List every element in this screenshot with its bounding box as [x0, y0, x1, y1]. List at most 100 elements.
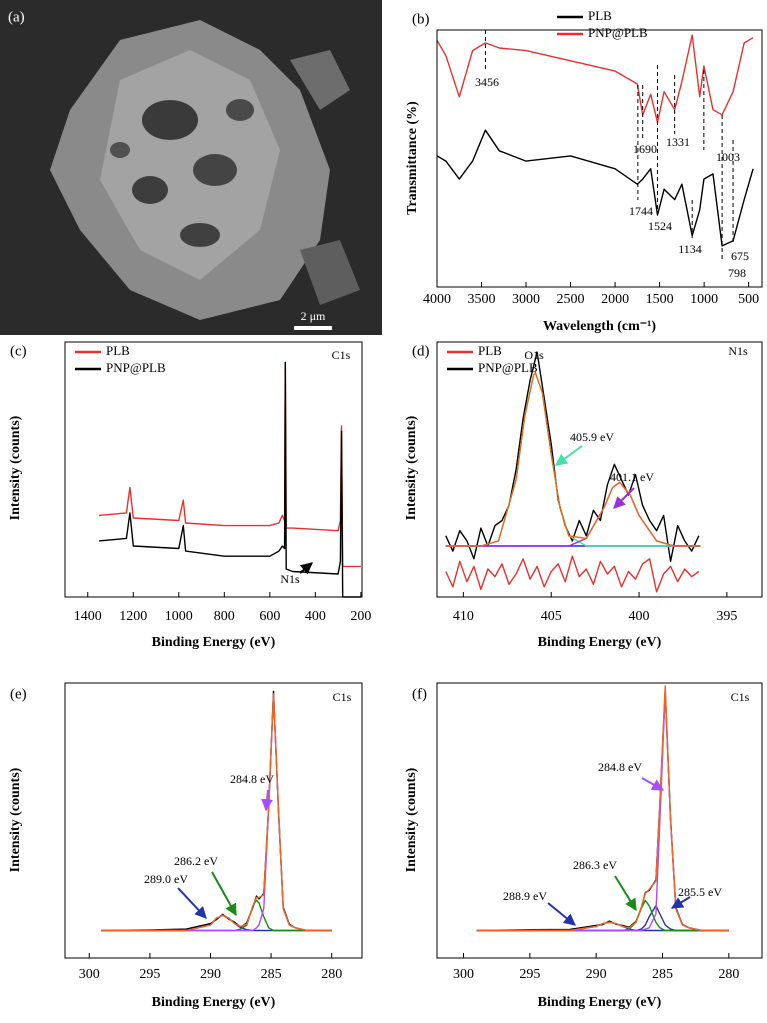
- x-tick-label: 1500: [646, 292, 674, 307]
- x-tick-label: 2500: [557, 292, 585, 307]
- x-tick-label: 1000: [690, 292, 718, 307]
- x-tick-label: 1200: [119, 609, 147, 624]
- chart-panel: (c) Binding Energy (eV) Intensity (counts)…: [8, 341, 544, 650]
- series-line: [476, 899, 729, 932]
- chart-panel: (e) Binding Energy (eV) Intensity (counts)…: [8, 682, 363, 1010]
- scale-bar-label: 2 μm: [301, 309, 326, 323]
- x-tick-label: 1400: [74, 609, 102, 624]
- annotation-arrow: [299, 562, 313, 575]
- peak-label: 1524: [648, 219, 672, 233]
- panel-label: (f): [412, 686, 427, 702]
- x-tick-label: 400: [629, 609, 650, 624]
- peak-label: 1331: [666, 135, 690, 149]
- panel-label: (e): [10, 686, 27, 702]
- series-line: [99, 361, 361, 568]
- legend-label: PLB: [588, 8, 612, 23]
- x-tick-label: 300: [79, 967, 100, 982]
- plot-frame: [436, 682, 763, 959]
- x-tick-label: 285: [652, 967, 673, 982]
- x-axis-label: Binding Energy (eV): [152, 635, 276, 650]
- annotation: C1s: [333, 690, 352, 704]
- annotation: 284.8 eV: [598, 760, 642, 774]
- x-tick-label: 395: [716, 609, 737, 624]
- annotation-arrow: [613, 487, 635, 509]
- peak-label: 1003: [716, 150, 740, 164]
- annotation: N1s: [728, 344, 748, 358]
- y-axis-label: Intensity (counts): [8, 767, 23, 872]
- x-tick-label: 300: [453, 967, 474, 982]
- peak-label: 3456: [475, 75, 499, 89]
- annotation-arrow: [670, 896, 691, 909]
- series-line: [436, 129, 754, 247]
- y-axis-label: Intensity (counts): [404, 767, 419, 872]
- annotation: C1s: [731, 690, 750, 704]
- plot-frame: [64, 341, 363, 598]
- legend-label: PLB: [478, 343, 502, 358]
- legend-label: PLB: [106, 343, 130, 358]
- annotation-arrow: [547, 902, 576, 926]
- x-tick-label: 200: [350, 609, 371, 624]
- series-line: [101, 693, 332, 932]
- sem-image: (a) 2 μm: [0, 0, 382, 335]
- chart-panel: (d) Binding Energy (eV) Intensity (counts)…: [404, 341, 763, 650]
- x-tick-label: 600: [259, 609, 280, 624]
- annotation-arrow: [261, 789, 274, 812]
- x-tick-label: 400: [305, 609, 326, 624]
- annotation: 286.3 eV: [573, 858, 617, 872]
- series-line: [101, 693, 332, 932]
- y-axis-label: Intensity (counts): [8, 415, 23, 520]
- legend-label: PNP@PLB: [478, 360, 538, 375]
- series-line: [445, 371, 701, 547]
- series-line: [101, 899, 332, 932]
- panel-label: (b): [412, 11, 430, 27]
- annotation: 284.8 eV: [230, 772, 274, 786]
- annotation: 288.9 eV: [503, 889, 547, 903]
- x-tick-label: 3500: [468, 292, 496, 307]
- legend-label: PNP@PLB: [106, 360, 166, 375]
- x-tick-label: 295: [519, 967, 540, 982]
- series-line: [476, 685, 729, 932]
- peak-label: 798: [728, 266, 746, 280]
- panel-label: (a): [8, 9, 25, 25]
- x-axis-label: Binding Energy (eV): [152, 995, 276, 1010]
- peak-label: 1744: [629, 204, 653, 218]
- series-line: [436, 34, 754, 124]
- x-tick-label: 410: [453, 609, 474, 624]
- x-axis-label: Wavelength (cm⁻¹): [543, 319, 656, 334]
- x-tick-label: 280: [718, 967, 739, 982]
- peak-label: 1134: [678, 242, 702, 256]
- series-line: [445, 371, 701, 547]
- panel-label: (d): [412, 343, 430, 359]
- series-line: [476, 905, 729, 932]
- series-line: [445, 555, 700, 593]
- annotation-arrow: [555, 445, 583, 466]
- x-tick-label: 500: [738, 292, 759, 307]
- x-tick-label: 1000: [165, 609, 193, 624]
- series-line: [99, 361, 361, 598]
- x-tick-label: 295: [139, 967, 160, 982]
- y-axis-label: Transmittance (%): [405, 101, 420, 215]
- annotation-arrow: [614, 875, 637, 912]
- x-tick-label: 2000: [601, 292, 629, 307]
- annotation-arrow: [641, 777, 665, 791]
- annotation: 405.9 eV: [570, 430, 614, 444]
- plot-frame: [436, 341, 763, 598]
- annotation-arrow: [211, 871, 237, 917]
- annotation: O1s: [524, 348, 544, 362]
- legend-label: PNP@PLB: [588, 25, 648, 40]
- peak-label: 675: [731, 249, 749, 263]
- plot-frame: [436, 29, 763, 288]
- x-tick-label: 800: [214, 609, 235, 624]
- annotation: 289.0 eV: [144, 872, 188, 886]
- series-line: [445, 351, 700, 562]
- x-tick-label: 290: [586, 967, 607, 982]
- y-axis-label: Intensity (counts): [404, 415, 419, 520]
- x-axis-label: Binding Energy (eV): [538, 635, 662, 650]
- series-line: [101, 690, 332, 932]
- x-tick-label: 3000: [512, 292, 540, 307]
- x-tick-label: 4000: [423, 292, 451, 307]
- x-tick-label: 290: [200, 967, 221, 982]
- annotation: C1s: [332, 348, 351, 362]
- annotation: N1s: [280, 572, 300, 586]
